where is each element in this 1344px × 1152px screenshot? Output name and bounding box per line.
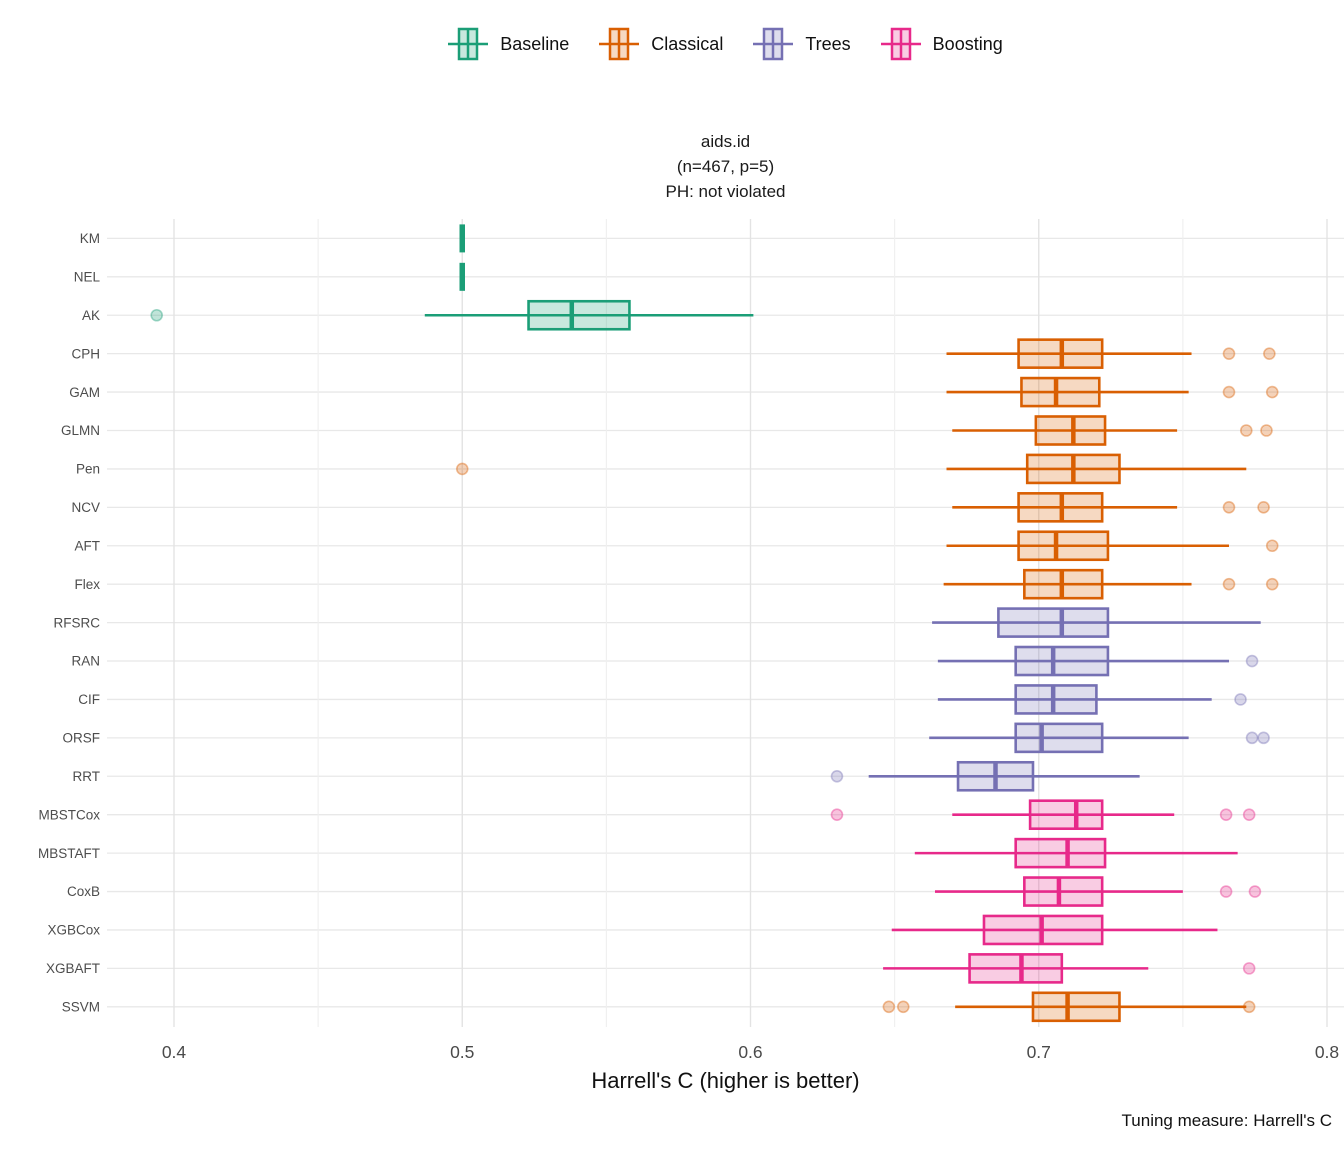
outlier-GLMN <box>1239 424 1253 437</box>
boxplot-degenerate-NEL <box>459 262 465 291</box>
outlier-NCV <box>1222 501 1236 514</box>
y-axis-label-NEL: NEL <box>74 270 101 285</box>
outlier-Flex <box>1265 577 1279 591</box>
outlier-CPH <box>1222 347 1236 360</box>
outlier-AK <box>150 308 164 322</box>
outlier-SSVM <box>882 1000 896 1014</box>
outlier-GAM <box>1265 385 1279 399</box>
outlier-AFT <box>1265 539 1279 553</box>
outlier-SSVM <box>896 1000 910 1014</box>
boxplot-key-icon <box>753 27 794 61</box>
legend-item-classical: Classical <box>599 26 723 62</box>
boxplot-key-icon <box>880 27 921 61</box>
y-axis-label-GLMN: GLMN <box>61 423 100 438</box>
outlier-CIF <box>1234 693 1247 706</box>
y-axis-label-CIF: CIF <box>78 692 100 707</box>
legend: Baseline Classical Trees Boosting <box>107 26 1344 62</box>
outlier-Pen <box>455 462 469 476</box>
box-AK <box>527 299 631 331</box>
box-GLMN <box>1034 415 1107 446</box>
y-axis-label-RAN: RAN <box>71 654 100 669</box>
outlier-RAN <box>1245 654 1259 668</box>
y-axis-label-CoxB: CoxB <box>67 884 100 899</box>
box-MBSTAFT <box>1014 837 1107 869</box>
y-axis-label-RFSRC: RFSRC <box>54 615 101 630</box>
y-axis-label-XGBAFT: XGBAFT <box>46 961 100 976</box>
legend-label: Baseline <box>500 33 570 54</box>
legend-label: Classical <box>651 33 724 54</box>
box-RFSRC <box>997 607 1110 638</box>
box-MBSTCox <box>1028 799 1104 831</box>
title-line-ph: PH: not violated <box>665 182 786 201</box>
outlier-GLMN <box>1260 424 1273 437</box>
y-axis-label-XGBCox: XGBCox <box>47 923 100 938</box>
outlier-CoxB <box>1248 885 1262 898</box>
boxplot-key-icon <box>448 27 489 61</box>
y-axis-label-CPH: CPH <box>71 346 100 361</box>
outlier-Flex <box>1222 577 1236 591</box>
x-tick-label: 0.5 <box>450 1042 474 1062</box>
legend-label: Trees <box>805 33 851 54</box>
outlier-NCV <box>1257 501 1270 514</box>
chart-title: aids.id (n=467, p=5) PH: not violated <box>107 129 1344 204</box>
box-CIF <box>1014 684 1098 715</box>
y-axis-label-NCV: NCV <box>71 500 100 515</box>
y-axis-label-MBSTCox: MBSTCox <box>38 807 100 822</box>
outlier-XGBAFT <box>1242 962 1256 975</box>
x-axis-title: Harrell's C (higher is better) <box>591 1068 860 1093</box>
x-tick-label: 0.4 <box>162 1042 187 1062</box>
outlier-ORSF <box>1257 731 1270 745</box>
y-axis-label-Pen: Pen <box>76 462 100 477</box>
box-SSVM <box>1031 991 1121 1023</box>
boxplot-degenerate-KM <box>459 224 465 253</box>
outlier-MBSTCox <box>1219 808 1233 822</box>
outlier-GAM <box>1222 385 1236 399</box>
y-axis-label-AFT: AFT <box>75 538 101 553</box>
y-axis-label-GAM: GAM <box>69 385 100 400</box>
caption: Tuning measure: Harrell's C <box>1121 1111 1332 1130</box>
outlier-CoxB <box>1219 885 1233 898</box>
y-axis-label-ORSF: ORSF <box>62 731 100 746</box>
y-axis-label-Flex: Flex <box>74 577 100 592</box>
legend-item-boosting: Boosting <box>880 26 1003 62</box>
outlier-MBSTCox <box>1242 808 1256 822</box>
box-XGBAFT <box>968 953 1064 984</box>
outlier-MBSTCox <box>830 808 844 822</box>
box-CoxB <box>1023 876 1104 907</box>
x-tick-label: 0.8 <box>1315 1042 1339 1062</box>
outlier-ORSF <box>1245 731 1259 745</box>
outlier-SSVM <box>1242 1000 1256 1014</box>
box-ORSF <box>1014 722 1104 754</box>
title-line-dataset: aids.id <box>700 132 751 151</box>
box-RAN <box>1014 645 1110 677</box>
outlier-CPH <box>1263 347 1276 360</box>
boxplot-key-icon <box>599 27 640 61</box>
outlier-RRT <box>830 769 844 783</box>
x-tick-label: 0.7 <box>1027 1042 1051 1062</box>
box-GAM <box>1020 376 1101 408</box>
legend-item-baseline: Baseline <box>448 26 569 62</box>
legend-label: Boosting <box>932 33 1003 54</box>
y-axis-label-SSVM: SSVM <box>62 1000 100 1015</box>
y-axis-label-KM: KM <box>80 231 100 246</box>
y-axis-label-RRT: RRT <box>72 769 100 784</box>
box-AFT <box>1017 530 1110 562</box>
title-line-dims: (n=467, p=5) <box>676 157 775 176</box>
x-tick-label: 0.6 <box>738 1042 762 1062</box>
y-axis-label-AK: AK <box>82 308 100 323</box>
y-axis-label-MBSTAFT: MBSTAFT <box>38 846 100 861</box>
legend-item-trees: Trees <box>753 26 851 62</box>
